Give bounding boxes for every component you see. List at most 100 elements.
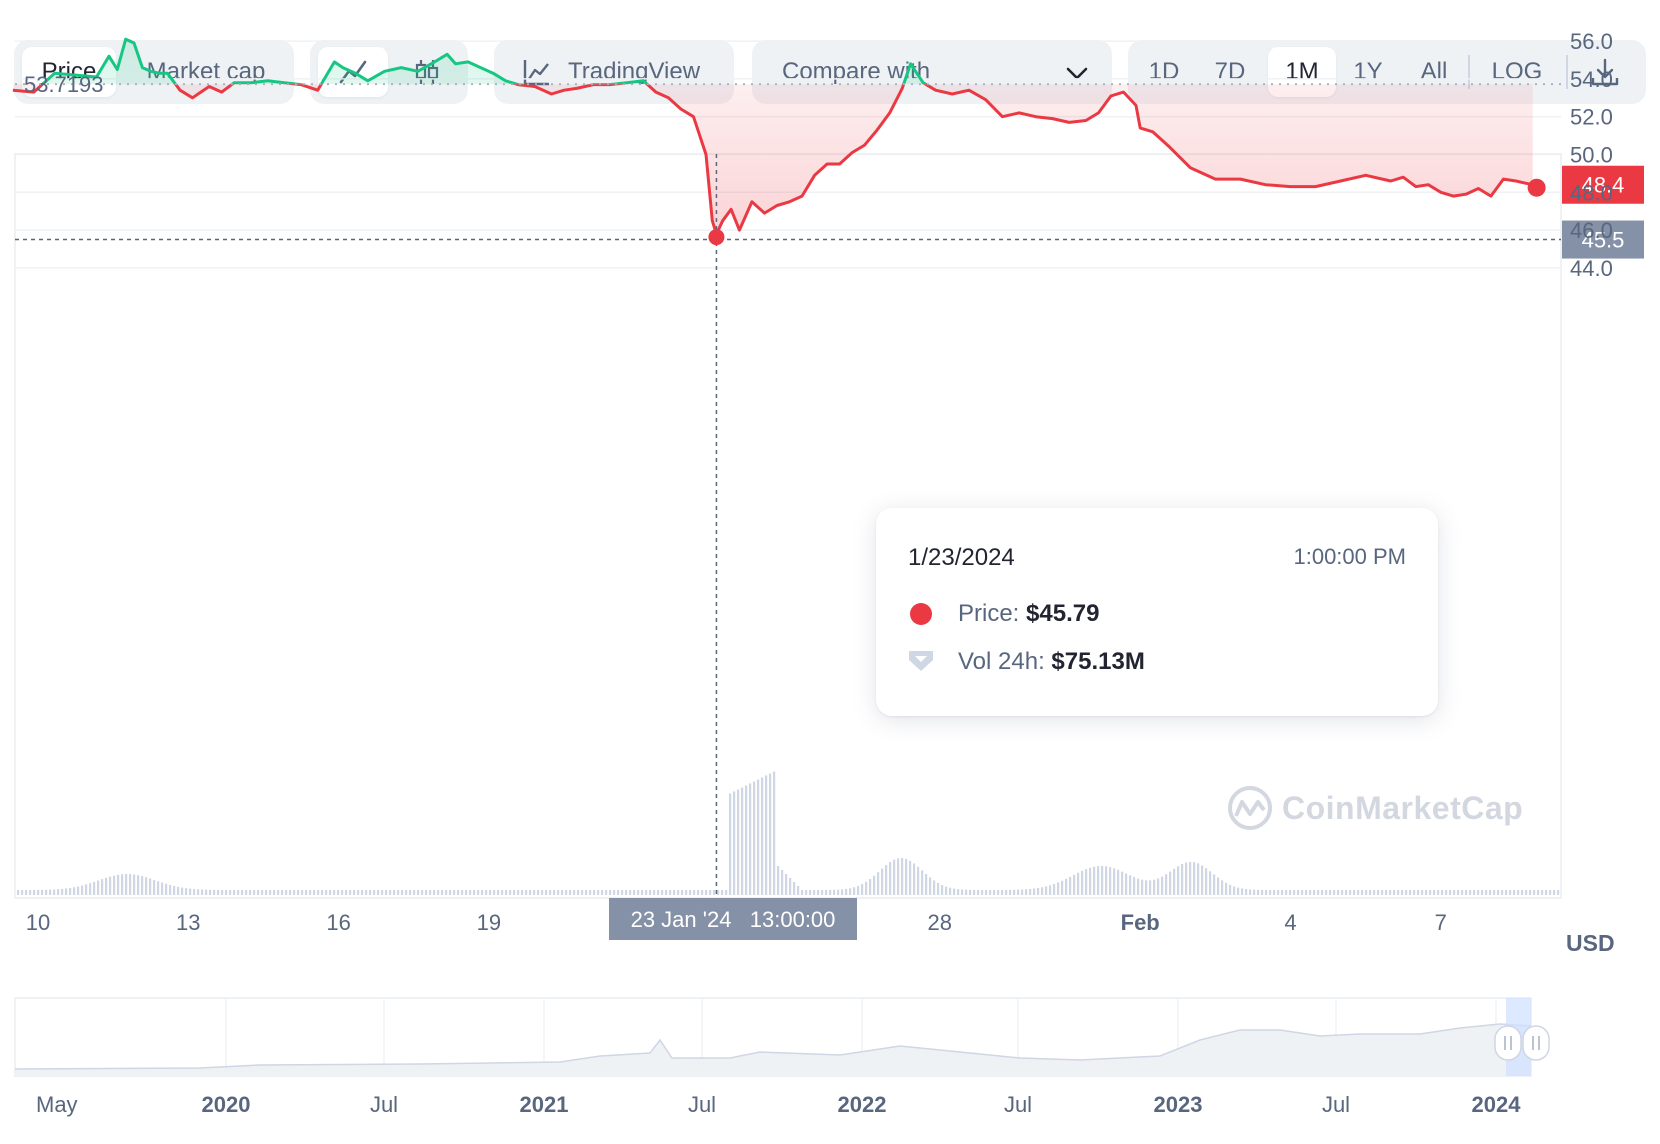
volume-bar [573,890,576,895]
volume-bar [1473,890,1476,895]
volume-bar [1133,877,1136,895]
volume-bar [1537,890,1540,895]
volume-bar [1105,866,1108,895]
volume-bar [709,890,712,895]
volume-bar [1109,867,1112,895]
volume-bar [1425,890,1428,895]
volume-bar [1489,890,1492,895]
volume-bar [237,889,240,895]
volume-bar [941,885,944,895]
volume-bar [77,886,80,895]
volume-bar [677,890,680,895]
volume-bar [49,889,52,895]
volume-bar [1269,889,1272,895]
volume-bar [169,884,172,895]
volume-bar [785,874,788,895]
volume-bar [557,890,560,895]
volume-bar [1205,868,1208,895]
volume-bar [833,889,836,895]
volume-bar [1281,889,1284,895]
volume-bar [417,890,420,895]
volume-bar [1377,890,1380,895]
volume-bar [313,890,316,895]
range-7d[interactable]: 7D [1214,58,1246,85]
volume-bar [369,890,372,895]
volume-bar [85,884,88,895]
range-divider [1468,55,1470,89]
range-1y[interactable]: 1Y [1353,58,1383,85]
volume-bar [1085,869,1088,895]
y-tick-label: 48.0 [1570,180,1613,205]
volume-bar [1073,874,1076,895]
volume-bar [977,889,980,895]
volume-bar [1549,890,1552,895]
volume-bar [577,890,580,895]
volume-bar [493,890,496,895]
volume-bar [1521,890,1524,895]
volume-bar [1329,890,1332,895]
volume-bar [933,880,936,895]
volume-bar [921,870,924,895]
volume-bar [953,888,956,895]
volume-bar [233,889,236,895]
volume-bar [133,874,136,895]
volume-bar [97,880,100,895]
navigator-label: Jul [370,1092,398,1117]
volume-bar [585,890,588,895]
log-toggle[interactable]: LOG [1491,58,1543,85]
volume-bar [757,779,760,895]
coinmarketcap-logo-icon [1228,786,1272,830]
volume-bar [517,890,520,895]
y-tick-label: 56.0 [1570,29,1613,54]
volume-bar [553,890,556,895]
volume-bar [829,889,832,895]
x-tick-label: 10 [26,910,50,935]
volume-bar [425,890,428,895]
volume-bar [1089,867,1092,895]
volume-bar [1337,890,1340,895]
last-price-point [1527,178,1546,197]
volume-bar [1177,866,1180,895]
volume-bar [273,890,276,895]
volume-bar [1001,889,1004,895]
volume-bars [17,771,1560,895]
volume-bar [125,874,128,895]
volume-bar [305,890,308,895]
volume-bar [161,882,164,895]
volume-bar [1041,887,1044,895]
volume-bar [981,889,984,895]
volume-bar [729,793,732,895]
volume-bar [1497,890,1500,895]
volume-bar [685,890,688,895]
volume-bar [693,890,696,895]
range-1d[interactable]: 1D [1148,58,1180,85]
volume-bar [1245,889,1248,895]
volume-bar [377,890,380,895]
navigator-handle [1494,1025,1522,1061]
range-navigator[interactable]: May 2020 Jul 2021 Jul 2022 Jul 2023 Jul 2024 [14,997,1550,1117]
download-icon[interactable] [1590,57,1620,87]
x-axis: 10 13 16 19 28 Feb 4 7 [26,910,1447,935]
volume-bar [421,890,424,895]
volume-bar [1305,890,1308,895]
volume-bar [949,887,952,895]
volume-bar [969,889,972,895]
volume-bar [1325,890,1328,895]
navigator-area [15,1024,1531,1076]
volume-bar [57,889,60,895]
volume-bar [965,889,968,895]
volume-bar [157,881,160,895]
navigator-label: 2024 [1472,1092,1522,1117]
tooltip-date: 1/23/2024 [908,544,1015,571]
volume-bar [721,890,724,895]
x-tick-label: 16 [326,910,350,935]
volume-bar [469,890,472,895]
volume-bar [261,889,264,895]
volume-bar [929,877,932,895]
current-price-tag [1562,165,1644,204]
volume-bar [601,890,604,895]
volume-bar [669,890,672,895]
range-all[interactable]: All [1420,58,1448,85]
watermark-text: CoinMarketCap [1282,789,1524,826]
